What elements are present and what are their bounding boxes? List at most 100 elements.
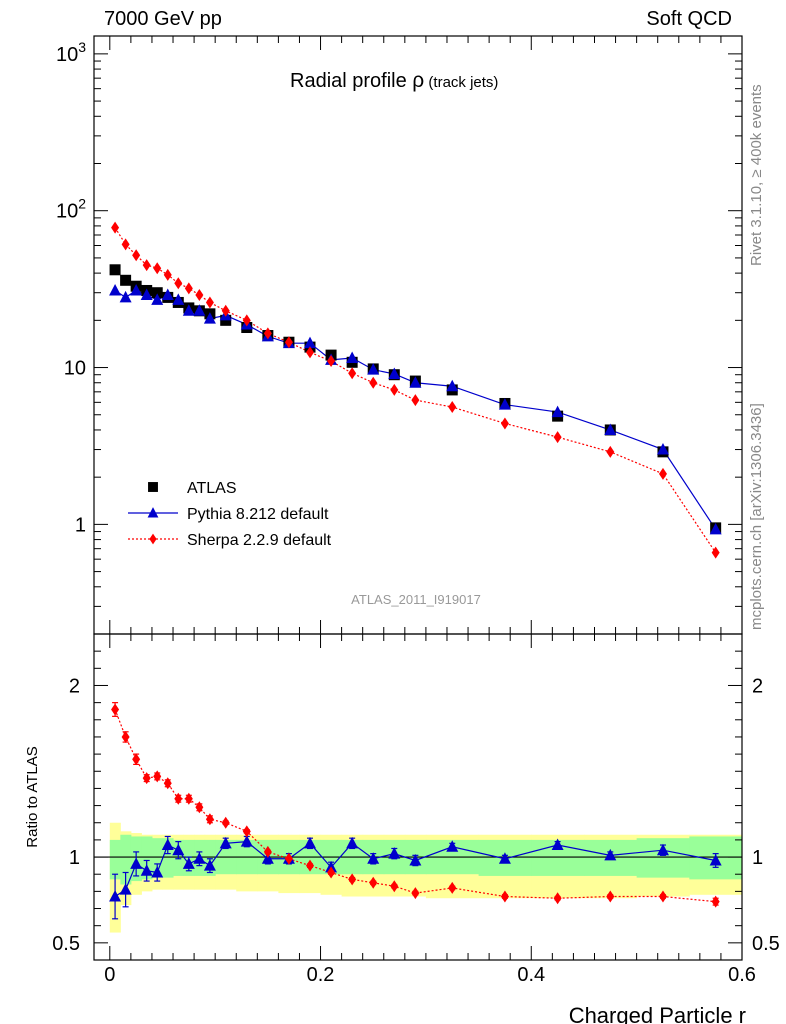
ratio-tick-label-left: 1 — [69, 847, 80, 869]
point-pythia — [346, 351, 359, 364]
ratio-point-sherpa — [184, 792, 193, 805]
ratio-point-sherpa — [306, 859, 314, 872]
point-pythia — [304, 336, 316, 349]
ratio-point-pythia — [140, 864, 153, 876]
ratio-point-pythia — [109, 890, 122, 902]
ratio-point-sherpa — [111, 703, 120, 716]
ratio-point-sherpa — [448, 881, 457, 894]
point-sherpa — [184, 282, 193, 295]
band-stat-uncertainty — [120, 834, 132, 885]
ratio-point-pythia — [119, 883, 132, 895]
ratio-point-pythia — [193, 852, 206, 864]
ratio-point-sherpa — [142, 772, 151, 785]
ratio-point-pythia — [130, 857, 143, 869]
legend-marker-sherpa — [149, 533, 157, 545]
point-pythia — [656, 443, 669, 455]
ratio-point-pythia — [409, 853, 422, 866]
point-pythia — [709, 522, 722, 535]
point-pythia — [119, 290, 132, 303]
ratio-point-sherpa — [369, 876, 378, 889]
point-sherpa — [606, 445, 615, 458]
point-sherpa — [195, 289, 204, 302]
point-sherpa — [163, 268, 172, 281]
x-tick-label: 0.4 — [517, 964, 545, 986]
ratio-point-sherpa — [163, 777, 172, 790]
ratio-point-pythia — [551, 838, 564, 851]
point-pythia — [161, 288, 174, 301]
point-sherpa — [658, 467, 667, 480]
y-tick-label: 102 — [56, 196, 86, 223]
point-pythia — [446, 379, 459, 392]
x-tick-label: 0 — [104, 964, 115, 986]
ratio-point-sherpa — [411, 887, 420, 900]
point-sherpa — [553, 431, 562, 444]
band-stat-uncertainty — [151, 838, 163, 878]
point-sherpa — [390, 383, 399, 396]
ratio-tick-label-left: 2 — [69, 675, 80, 697]
ratio-point-pythia — [304, 836, 316, 849]
ratio-axis-label: Ratio to ATLAS — [24, 746, 41, 847]
ratio-point-sherpa — [390, 880, 399, 893]
point-pythia — [409, 376, 422, 388]
point-pythia — [130, 283, 143, 296]
ratio-point-pythia — [656, 843, 669, 856]
ratio-tick-label-left: 0.5 — [52, 933, 80, 955]
line-pythia-ratio — [114, 840, 716, 898]
ratio-point-pythia — [604, 848, 617, 861]
ratio-point-pythia — [219, 836, 232, 849]
ratio-point-pythia — [367, 852, 380, 864]
point-sherpa — [411, 394, 420, 407]
header-energy-label: 7000 GeV pp — [104, 8, 222, 30]
ratio-point-pythia — [203, 859, 216, 871]
band-stat-uncertainty — [109, 839, 121, 880]
point-sherpa — [327, 355, 336, 368]
ratio-point-pythia — [161, 838, 174, 851]
point-sherpa — [121, 238, 130, 251]
ratio-point-pythia — [240, 835, 253, 847]
point-pythia — [151, 293, 164, 305]
ratio-tick-label-right: 1 — [752, 847, 763, 869]
x-tick-label: 0.2 — [307, 964, 335, 986]
chart-title: Radial profile ρ (track jets) — [290, 69, 498, 92]
ratio-point-pythia — [709, 853, 722, 866]
point-sherpa — [263, 327, 272, 340]
x-axis-label: Charged Particle r — [569, 1003, 746, 1024]
point-sherpa — [111, 221, 120, 234]
point-sherpa — [221, 304, 230, 317]
point-pythia — [498, 398, 511, 410]
point-sherpa — [153, 262, 162, 275]
ratio-point-sherpa — [658, 890, 667, 903]
ratio-point-sherpa — [327, 866, 336, 879]
point-atlas — [109, 264, 121, 276]
point-sherpa — [306, 346, 314, 359]
ratio-point-sherpa — [284, 852, 293, 865]
point-sherpa — [132, 249, 141, 262]
band-stat-uncertainty — [636, 838, 690, 878]
point-pythia — [203, 312, 216, 324]
point-atlas — [120, 274, 132, 286]
y-tick-label: 10 — [64, 358, 86, 380]
ratio-point-sherpa — [500, 890, 509, 903]
ratio-plot-frame — [93, 633, 743, 961]
ratio-point-sherpa — [121, 730, 130, 743]
band-stat-uncertainty — [141, 836, 153, 880]
point-pythia — [388, 367, 401, 379]
ratio-point-sherpa — [348, 873, 357, 886]
point-pythia — [367, 363, 380, 375]
ratio-point-pythia — [182, 857, 195, 869]
ratio-point-pythia — [261, 852, 274, 864]
point-atlas — [151, 287, 163, 299]
ratio-point-sherpa — [263, 845, 272, 858]
analysis-id-label: ATLAS_2011_I919017 — [351, 592, 481, 607]
band-stat-uncertainty — [204, 839, 216, 876]
line-sherpa-main — [114, 227, 717, 554]
ratio-point-pythia — [346, 836, 359, 849]
point-sherpa — [348, 367, 357, 380]
legend-label-atlas: ATLAS — [187, 480, 237, 497]
ratio-point-sherpa — [711, 895, 720, 908]
ratio-point-pythia — [498, 852, 511, 864]
legend-label-sherpa: Sherpa 2.2.9 default — [187, 532, 332, 549]
ratio-tick-label-right: 0.5 — [752, 933, 780, 955]
point-sherpa — [174, 277, 183, 290]
